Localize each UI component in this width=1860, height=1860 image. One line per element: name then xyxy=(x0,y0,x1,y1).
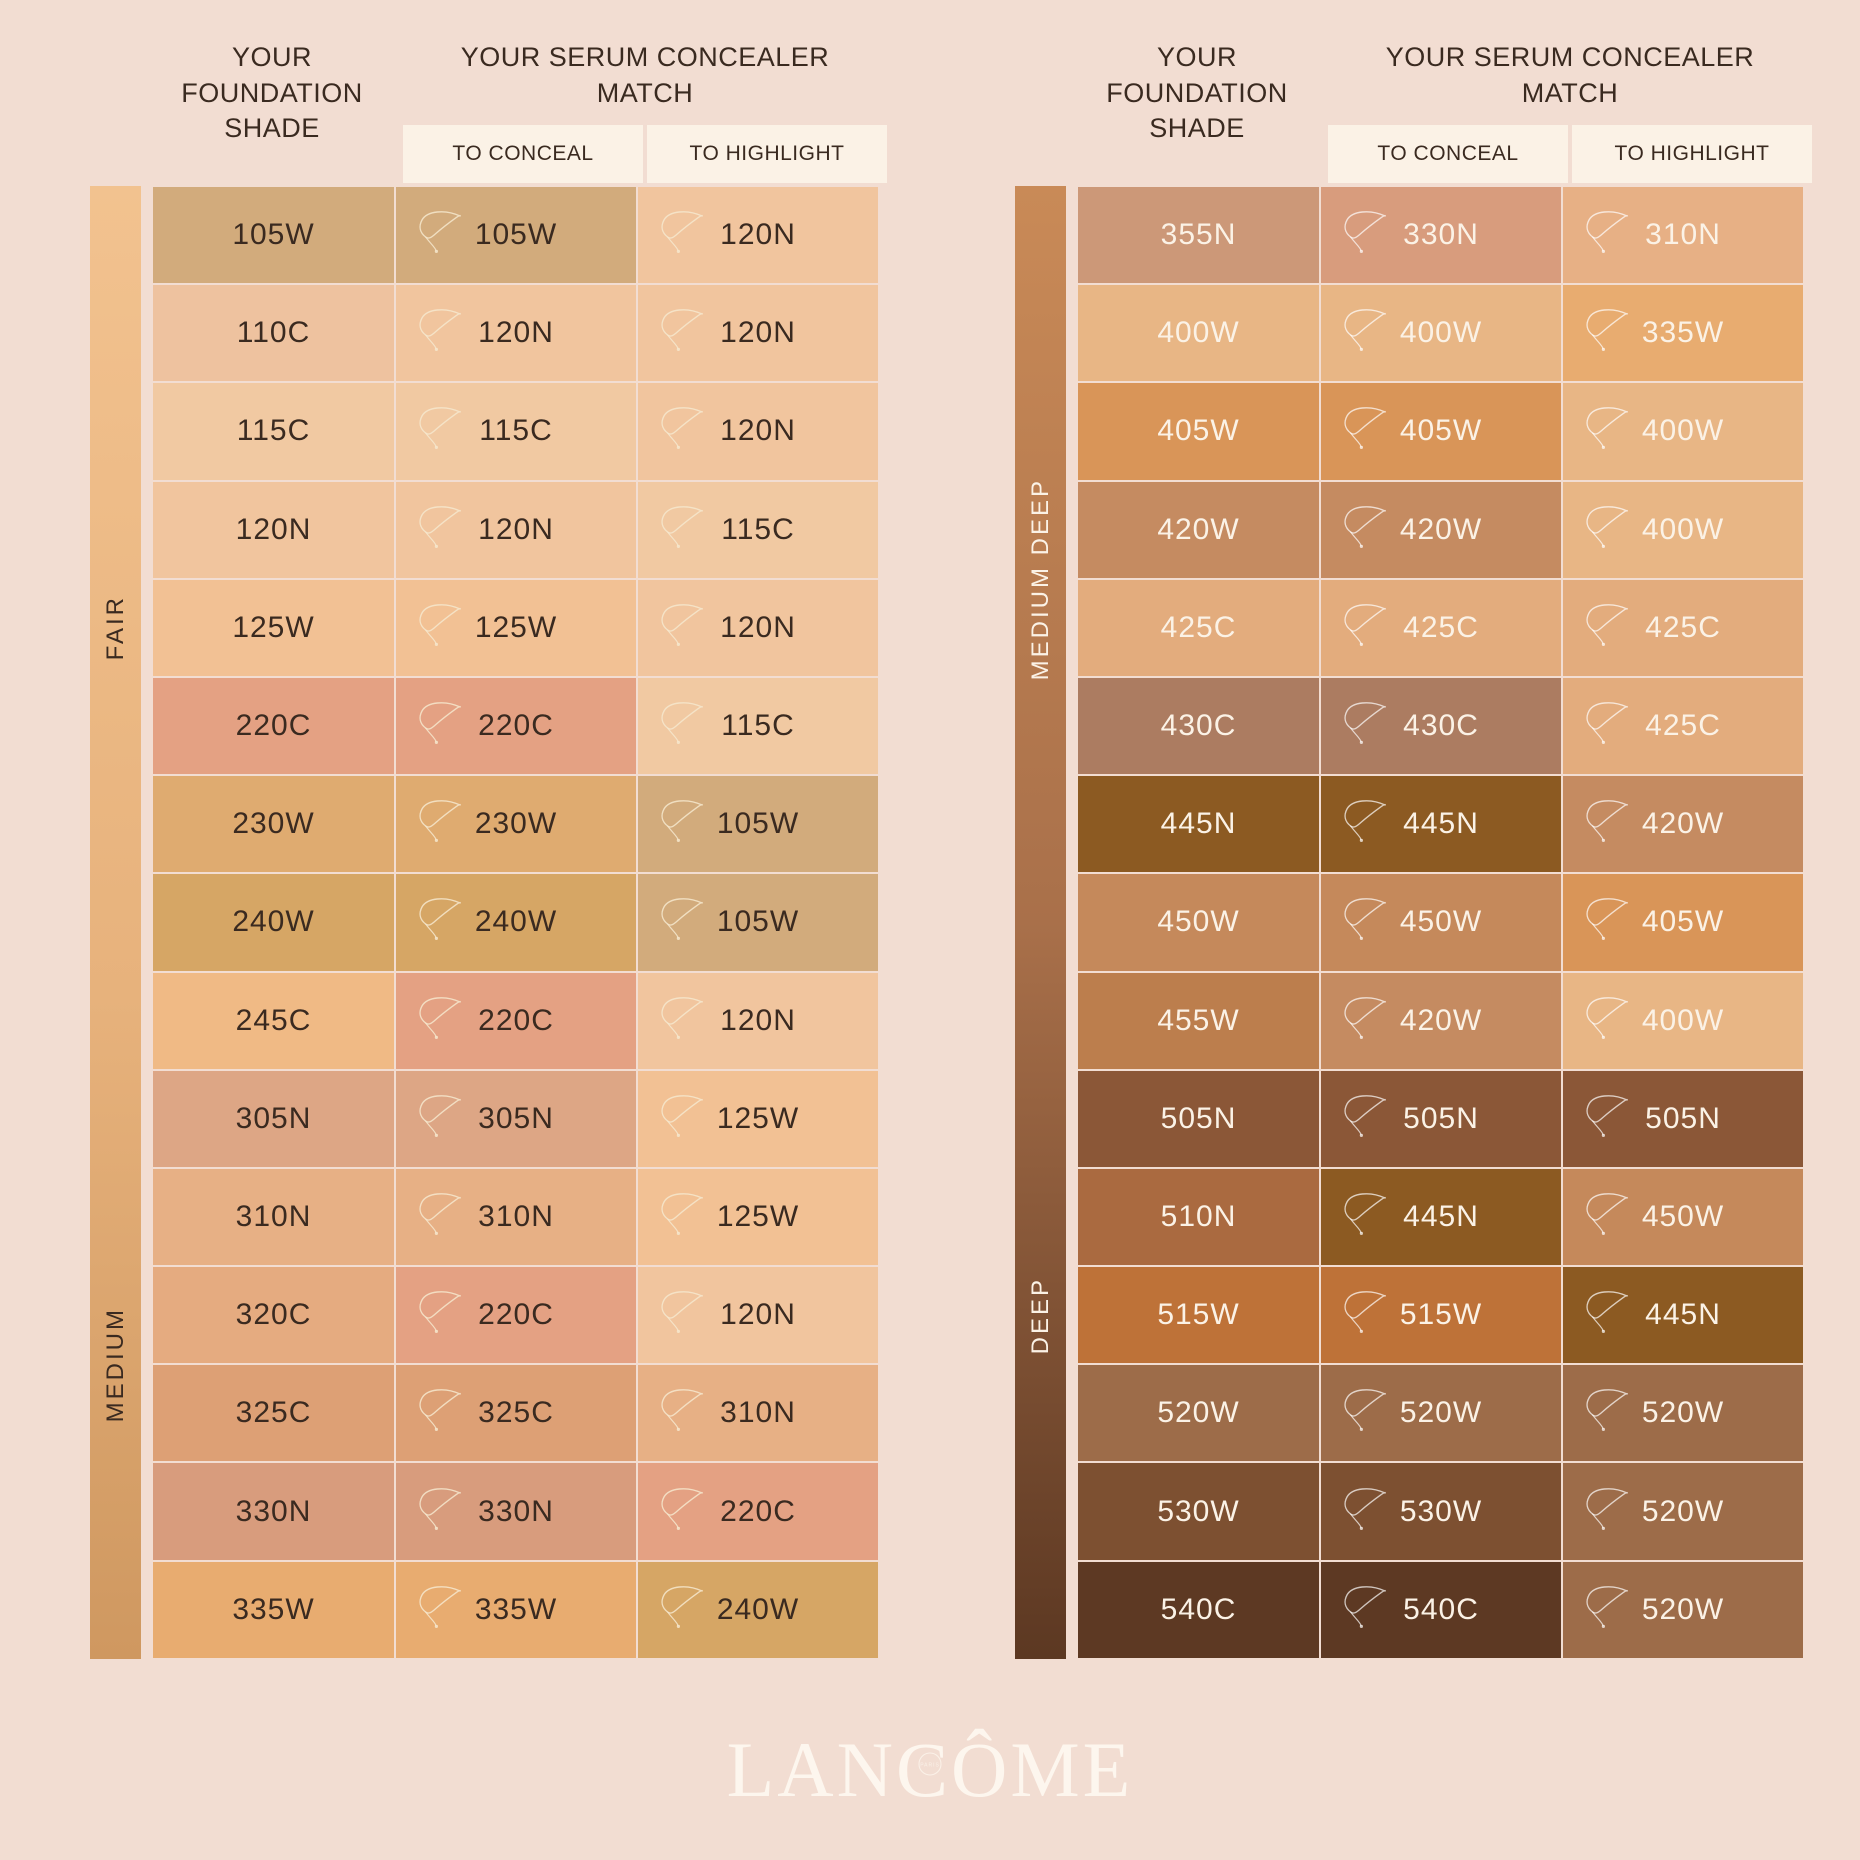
svg-text:PARIS: PARIS xyxy=(920,1763,940,1769)
svg-text:LANCÔME: LANCÔME xyxy=(727,1726,1134,1813)
